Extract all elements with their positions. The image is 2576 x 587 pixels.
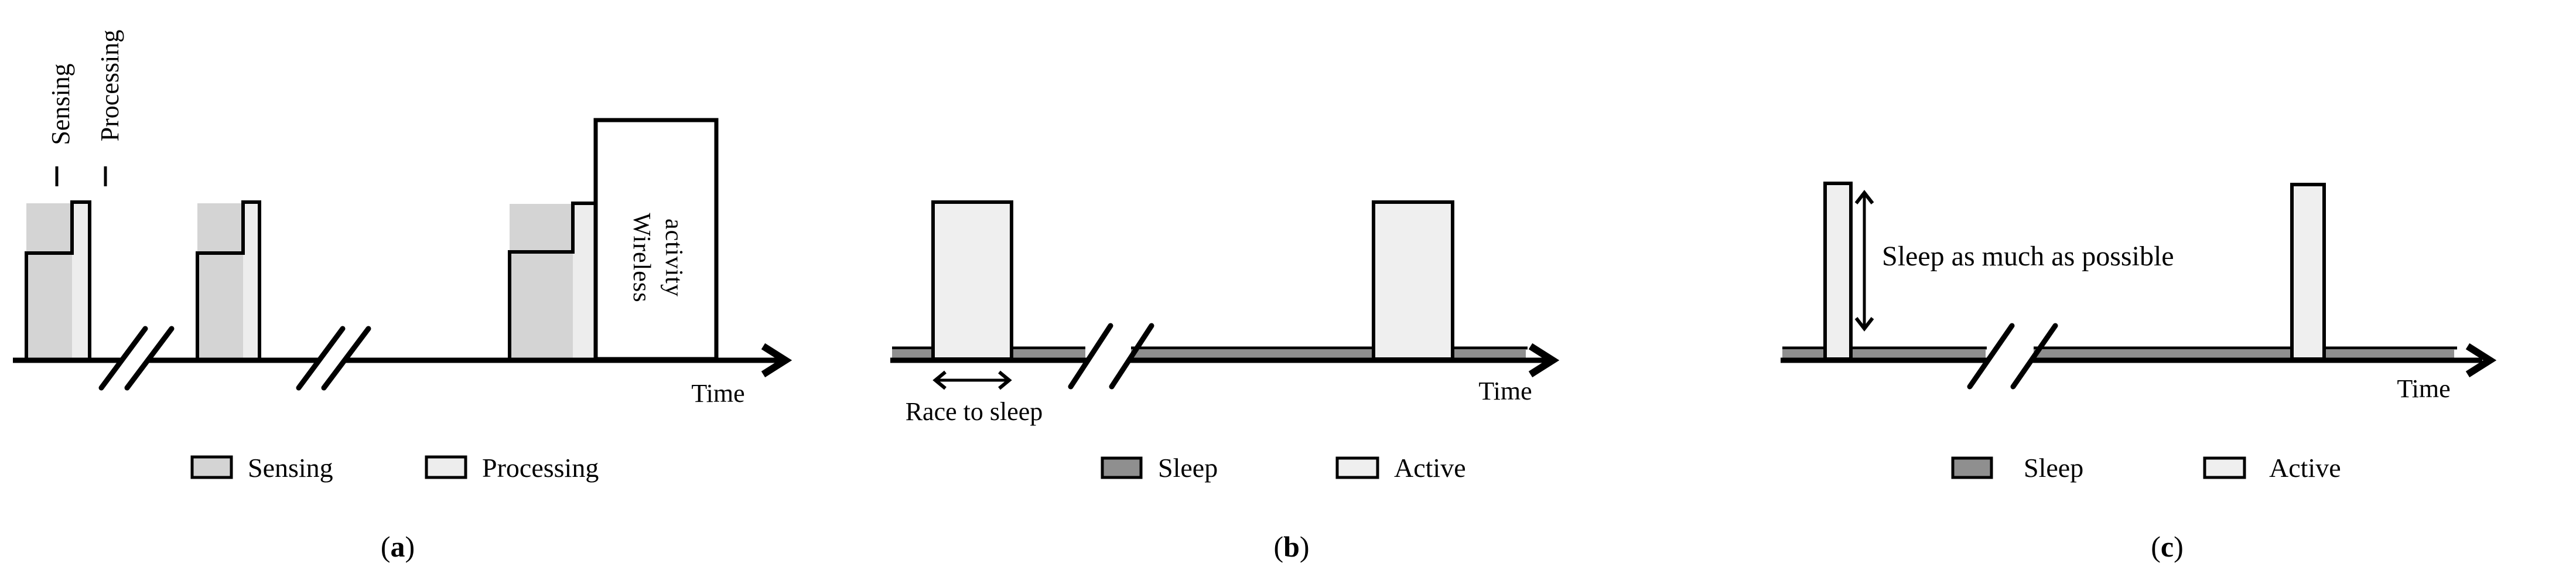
legend-swatch-sensing [190, 455, 233, 479]
caption-c-close: ) [2174, 530, 2184, 563]
axis-break-slash [1109, 323, 1154, 390]
axis-break-slash [296, 326, 346, 391]
active-bar [1823, 182, 1853, 361]
sensing-bar [510, 204, 573, 359]
race-to-sleep-annotation: Race to sleep [905, 397, 1043, 426]
wireless-activity-label-line2: activity [660, 219, 687, 297]
arrowhead-up [1854, 190, 1874, 204]
wireless-activity-box [593, 118, 719, 361]
axis-arrowhead [761, 343, 792, 378]
axis-break-slash [321, 326, 371, 391]
caption-a: (a) [381, 532, 415, 561]
axis-arrowhead [2465, 343, 2497, 378]
panel-a-drawing [13, 118, 792, 479]
caption-c-open: ( [2151, 530, 2161, 563]
legend-swatch-sleep [1951, 456, 1993, 479]
arrowhead-left [932, 370, 947, 390]
axis-break-slash [124, 326, 175, 391]
sensing-bar [26, 203, 72, 359]
caption-a-close: ) [405, 530, 415, 563]
legend-label-active: Active [2269, 453, 2341, 483]
sleep-as-much-annotation: Sleep as much as possible [1882, 241, 2174, 272]
legend-swatch-processing [425, 455, 467, 479]
axis-break-slash [98, 326, 148, 391]
panel-c-drawing [1781, 182, 2497, 479]
active-bar [1372, 200, 1454, 361]
time-axis-label: Time [691, 379, 745, 408]
axis-arrowhead [1528, 343, 1560, 378]
power-step-outline [508, 202, 596, 359]
active-bar [931, 200, 1013, 361]
caption-a-open: ( [380, 530, 391, 563]
legend-label-active: Active [1394, 453, 1466, 483]
processing-rotated-label: Processing [95, 29, 124, 142]
legend-label-processing: Processing [482, 453, 599, 483]
processing-bar [72, 202, 90, 359]
wireless-activity-label-line1: Wireless [628, 213, 655, 303]
legend-label-sleep: Sleep [1158, 453, 1218, 483]
caption-b-letter: b [1283, 530, 1300, 563]
legend-label-sleep: Sleep [2024, 453, 2084, 483]
axis-break-slash [2010, 323, 2058, 390]
panel-b-drawing [890, 200, 1560, 479]
caption-a-letter: a [390, 530, 405, 563]
sensing-bar [197, 203, 243, 359]
legend-swatch-active [1335, 456, 1379, 479]
power-step-outline [196, 200, 261, 359]
active-bar [2290, 183, 2326, 361]
time-axis-label: Time [1478, 377, 1532, 405]
legend-swatch-sleep [1101, 456, 1143, 479]
caption-c: (c) [2151, 532, 2184, 561]
processing-bar [573, 203, 596, 359]
axis-break-slash [1967, 323, 2015, 390]
axis-break-slash [1068, 323, 1113, 390]
sleep-band [2034, 350, 2454, 359]
caption-b-open: ( [1273, 530, 1284, 563]
caption-b-close: ) [1299, 530, 1310, 563]
processing-bar [243, 202, 259, 359]
arrowhead-down [1854, 317, 1874, 332]
legend-label-sensing: Sensing [248, 453, 333, 483]
sensing-rotated-label: Sensing [46, 63, 75, 145]
power-step-outline [25, 200, 91, 359]
caption-b: (b) [1273, 532, 1309, 561]
legend-swatch-active [2203, 456, 2246, 479]
time-axis-label: Time [2397, 374, 2451, 403]
arrowhead-right [998, 370, 1012, 390]
caption-c-letter: c [2160, 530, 2174, 563]
